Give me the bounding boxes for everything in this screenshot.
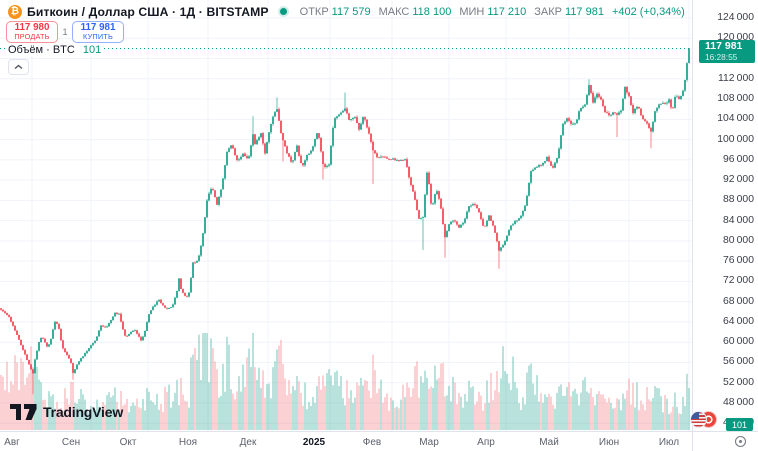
time-tick-label: Мар [419,437,439,448]
price-tick-label: 56 000 [723,356,754,368]
current-volume-badge: 101 [726,418,753,431]
low-value: 117 210 [487,5,527,18]
price-tick-label: 100 000 [717,133,754,145]
time-tick-label: Фев [362,437,382,448]
time-tick-label: Апр [477,437,495,448]
change-value: +402 (+0,34%) [611,5,685,18]
open-value: 117 579 [331,5,371,18]
trade-buttons: 117 980 ПРОДАТЬ 1 117 981 КУПИТЬ [6,21,124,43]
open-label: ОТКР [299,5,329,18]
time-tick-label: Июн [598,437,620,448]
price-tick-label: 92 000 [723,174,754,186]
time-tick-label: Авг [4,437,20,448]
close-label: ЗАКР [534,5,563,18]
price-tick-label: 72 000 [723,275,754,287]
sell-label: ПРОДАТЬ [14,32,50,42]
time-tick-label: 2025 [302,437,326,448]
current-price-badge: 117 981 16:28:55 [699,40,755,63]
scale-settings-icon[interactable] [734,435,747,448]
price-tick-label: 120 000 [717,32,754,44]
buy-label: КУПИТЬ [83,32,113,42]
chart-legend-header: ₿ Биткоин / Доллар США · 1Д · BITSTAMP О… [8,3,685,20]
price-tick-label: 64 000 [723,315,754,327]
spread-value: 1 [62,27,68,37]
axis-corner [692,431,758,451]
price-tick-label: 124 000 [717,12,754,23]
high-value: 118 100 [412,5,452,18]
price-tick-label: 104 000 [717,113,754,125]
current-price-value: 117 981 [705,40,743,53]
ohlc-row: ОТКР 117 579 МАКС 118 100 МИН 117 210 ЗА… [300,6,685,18]
reaction-flag-emoji-icon[interactable] [690,411,707,428]
time-tick-label: Июл [658,437,680,448]
watermark-text: TradingView [43,404,124,420]
volume-legend[interactable]: Объём · BTC 101 [8,44,105,56]
candlestick-chart-canvas[interactable] [0,0,692,431]
buy-price: 117 981 [80,22,116,34]
bitcoin-icon: ₿ [8,4,22,19]
price-tick-label: 96 000 [723,153,754,165]
tradingview-logo-icon [10,404,37,420]
current-price-time: 16:28:55 [705,51,738,62]
price-tick-label: 52 000 [723,376,754,388]
chart-reactions[interactable] [690,411,717,428]
sell-price: 117 980 [14,22,50,34]
pane-collapse-button[interactable] [8,59,29,75]
price-tick-label: 88 000 [723,194,754,206]
time-scale[interactable]: Авг Сен Окт Ноя Дек 2025 Фев Мар Апр Май Июн Июл [0,431,692,451]
price-tick-label: 76 000 [723,255,754,267]
price-tick-label: 80 000 [723,234,754,246]
price-tick-label: 112 000 [718,72,754,84]
price-tick-label: 84 000 [723,214,754,226]
time-tick-label: Май [539,437,559,448]
price-tick-label: 48 000 [723,397,754,408]
close-value: 117 981 [565,5,604,18]
time-tick-label: Дек [239,437,257,448]
symbol-title[interactable]: Биткоин / Доллар США · 1Д · BITSTAMP [27,4,269,19]
price-tick-label: 60 000 [723,336,754,348]
chevron-up-icon [14,64,23,70]
tradingview-watermark[interactable]: TradingView [10,404,123,420]
time-tick-label: Сен [61,437,81,448]
buy-button[interactable]: 117 981 КУПИТЬ [72,21,124,43]
time-tick-label: Ноя [178,437,198,448]
low-label: МИН [459,5,485,18]
sell-button[interactable]: 117 980 ПРОДАТЬ [6,21,58,43]
price-tick-label: 68 000 [723,295,754,307]
volume-legend-label: Объём · BTC [8,44,75,56]
market-status-icon[interactable] [279,8,287,15]
price-tick-label: 108 000 [717,93,754,105]
volume-legend-value: 101 [82,44,102,56]
time-tick-label: Окт [119,437,137,448]
high-label: МАКС [378,5,410,18]
